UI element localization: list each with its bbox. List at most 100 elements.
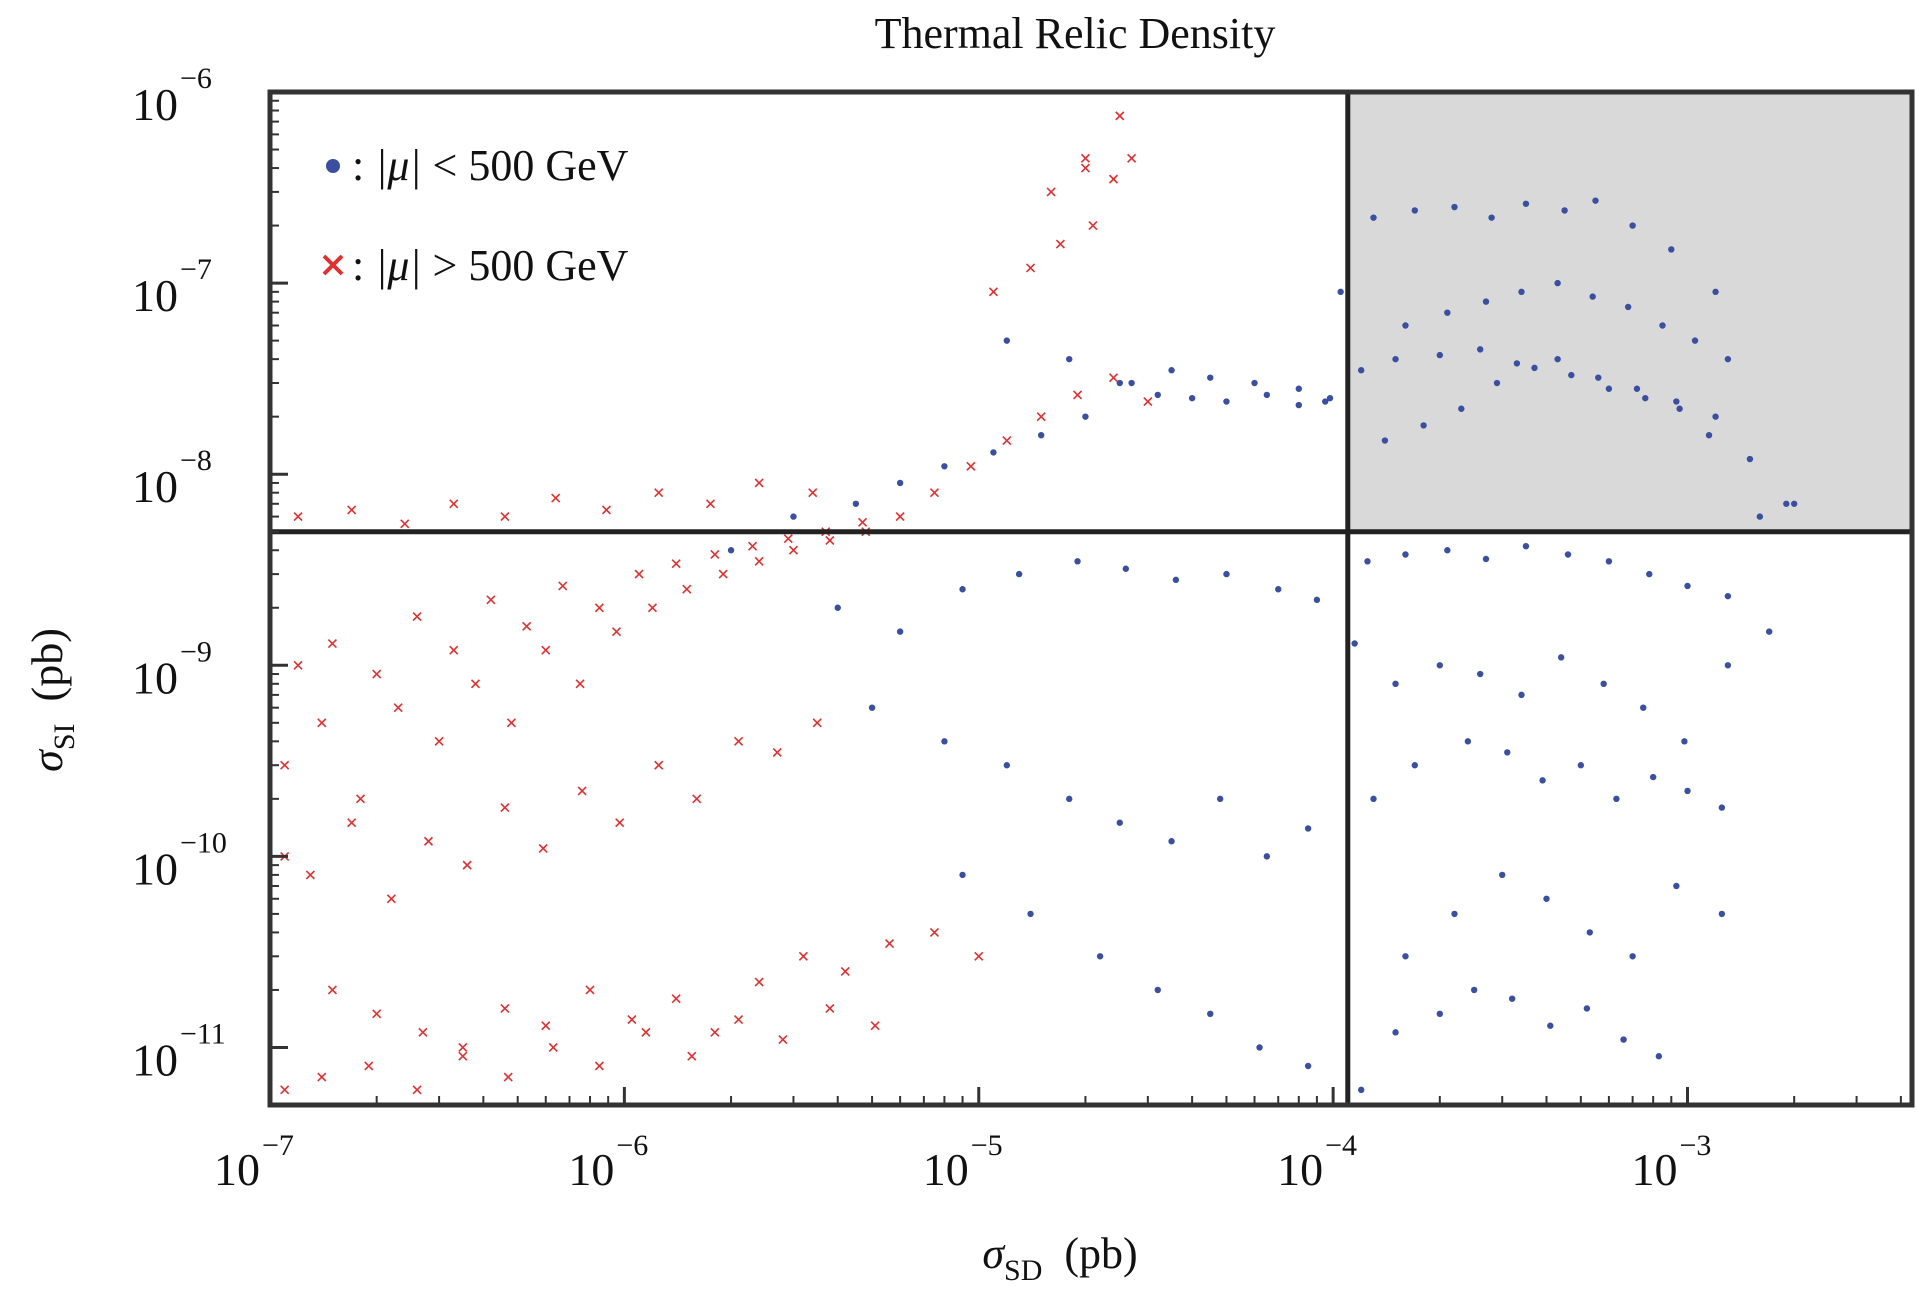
point-mu-small <box>1420 422 1427 429</box>
point-mu-large <box>449 499 459 509</box>
x-tick-exp-4: −3 <box>1680 1129 1712 1162</box>
point-mu-large <box>434 736 444 746</box>
point-mu-small <box>1613 795 1620 803</box>
x-tick-label-1: 10 <box>568 1144 614 1195</box>
point-mu-large <box>551 493 561 503</box>
point-mu-small <box>1605 385 1613 392</box>
point-mu-small <box>790 513 797 520</box>
point-mu-large <box>870 1021 880 1031</box>
point-mu-small <box>834 604 841 611</box>
point-mu-large <box>317 1072 327 1082</box>
point-mu-small <box>1458 405 1465 412</box>
point-mu-small <box>1629 222 1636 229</box>
point-mu-large <box>682 584 692 594</box>
point-mu-large <box>718 569 728 579</box>
point-mu-large <box>1036 412 1046 422</box>
point-mu-small <box>1392 680 1399 688</box>
y-tick-label-1: 10 <box>132 270 178 321</box>
point-mu-small <box>1600 680 1607 688</box>
point-mu-small <box>1411 207 1419 214</box>
point-mu-small <box>1402 322 1409 329</box>
point-mu-large <box>1055 239 1065 249</box>
point-mu-small <box>1304 1062 1312 1070</box>
point-mu-small <box>1096 953 1104 960</box>
point-mu-large <box>327 985 337 995</box>
point-mu-small <box>1518 691 1525 699</box>
point-mu-large <box>364 1061 374 1071</box>
point-mu-large <box>692 794 702 804</box>
point-mu-small <box>1684 582 1691 590</box>
point-mu-large <box>671 559 681 569</box>
point-mu-small <box>1392 355 1399 363</box>
point-mu-small <box>1557 654 1565 661</box>
point-mu-large <box>710 549 720 560</box>
point-mu-small <box>1295 401 1302 409</box>
point-mu-large <box>347 818 357 828</box>
point-mu-small <box>1074 558 1081 565</box>
x-tick-exp-3: −4 <box>1325 1129 1357 1162</box>
point-mu-small <box>1624 303 1632 311</box>
point-mu-small <box>1724 662 1732 669</box>
point-mu-small <box>1370 214 1377 221</box>
point-mu-small <box>1554 355 1561 363</box>
point-mu-small <box>1351 640 1358 647</box>
point-mu-small <box>1464 738 1472 745</box>
point-mu-large <box>548 1042 558 1053</box>
point-mu-large <box>783 534 793 544</box>
y-tick-label-3: 10 <box>132 652 178 703</box>
point-mu-large <box>772 747 782 757</box>
y-tick-exp-0: −6 <box>180 62 212 95</box>
point-mu-large <box>615 818 625 828</box>
point-mu-large <box>372 669 382 679</box>
point-mu-small <box>1003 762 1011 769</box>
point-mu-large <box>710 1027 720 1037</box>
point-mu-small <box>1518 288 1525 296</box>
point-mu-large <box>929 927 940 937</box>
point-mu-small <box>896 628 904 635</box>
point-mu-small <box>1451 910 1458 918</box>
point-mu-small <box>1337 288 1344 296</box>
point-mu-small <box>1154 986 1161 994</box>
point-mu-small <box>1168 838 1175 845</box>
point-mu-small <box>1681 738 1688 745</box>
point-mu-small <box>1564 551 1572 558</box>
point-mu-small <box>1620 1036 1627 1043</box>
point-mu-small <box>1295 385 1302 392</box>
point-mu-small <box>1718 910 1726 918</box>
legend-sep-0: : <box>352 141 375 190</box>
point-mu-small <box>1313 596 1321 604</box>
point-mu-small <box>1216 795 1224 803</box>
point-mu-large <box>500 803 510 813</box>
point-mu-small <box>1504 749 1511 756</box>
point-mu-large <box>1080 163 1091 173</box>
legend-text-0: < 500 GeV <box>422 141 629 190</box>
point-mu-large <box>503 1072 513 1082</box>
point-mu-large <box>601 505 612 515</box>
point-mu-large <box>280 1085 290 1095</box>
point-mu-large <box>327 638 337 649</box>
point-mu-large <box>778 1034 788 1045</box>
point-mu-large <box>594 1061 604 1071</box>
point-mu-small <box>1488 214 1495 221</box>
x-tick-label-4: 10 <box>1632 1144 1678 1195</box>
point-mu-small <box>1436 351 1444 359</box>
point-mu-small <box>1444 547 1451 554</box>
legend-sep-1: : <box>352 241 375 290</box>
point-mu-large <box>462 860 472 870</box>
point-mu-small <box>1263 391 1271 399</box>
chart-title: Thermal Relic Density <box>875 9 1276 58</box>
point-mu-small <box>1724 355 1732 363</box>
point-mu-large <box>611 627 622 637</box>
point-mu-large <box>788 545 799 555</box>
point-mu-large <box>634 569 644 579</box>
point-mu-small <box>1583 1005 1591 1012</box>
point-mu-large <box>654 760 664 770</box>
y-tick-exp-3: −9 <box>180 635 212 668</box>
y-axis-symbol: σ <box>23 748 72 772</box>
point-mu-small <box>1668 246 1675 253</box>
point-mu-small <box>1513 360 1521 367</box>
point-mu-small <box>1655 1053 1663 1060</box>
point-mu-large <box>486 595 496 605</box>
